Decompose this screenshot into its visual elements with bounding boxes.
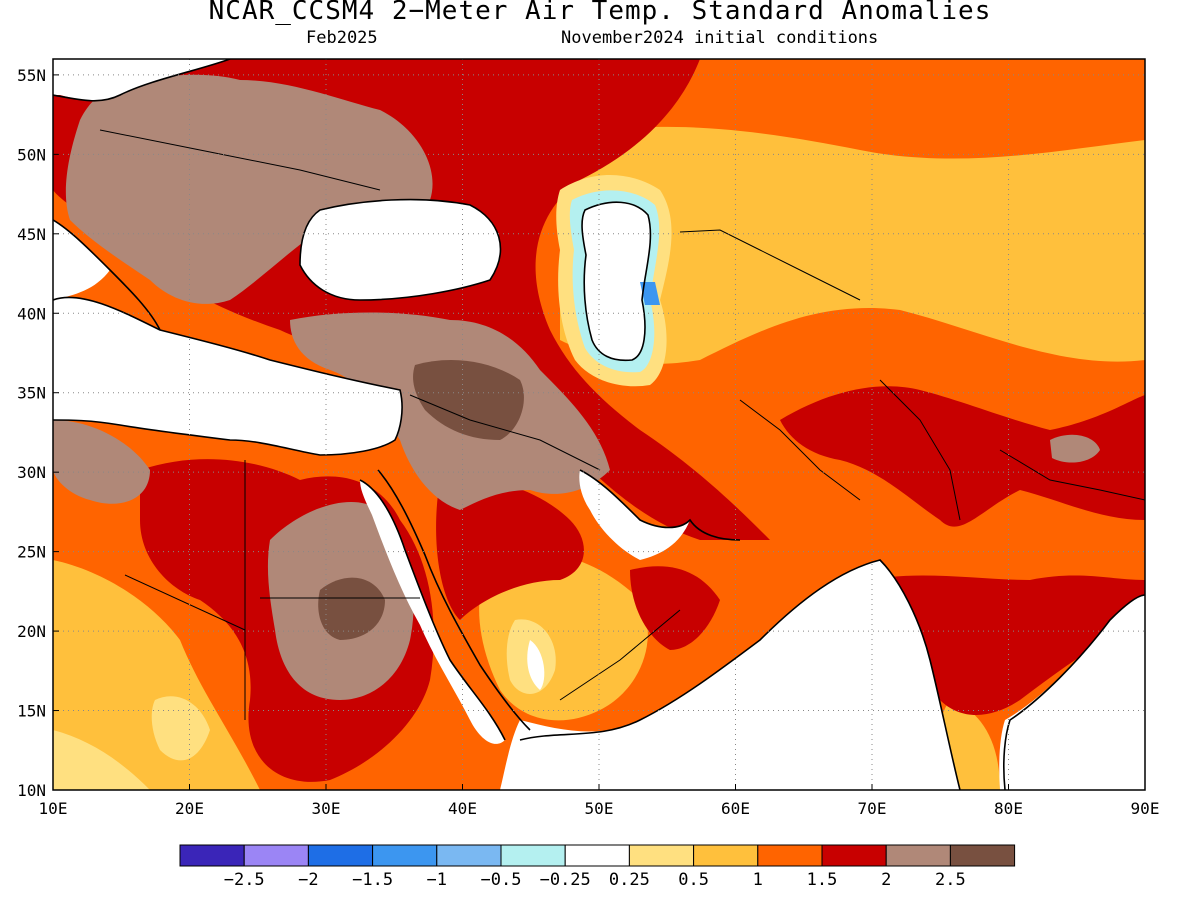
mask-black-sea-region xyxy=(300,199,501,300)
valid-month-label: Feb2025 xyxy=(306,28,378,48)
colorbar-label: 1.5 xyxy=(807,870,838,890)
border-himalaya xyxy=(999,449,1145,501)
coast-adriatic xyxy=(53,219,161,331)
lat-tick-label: 50N xyxy=(17,145,46,164)
anomaly-india-region xyxy=(870,575,1145,715)
coast-mediterranean xyxy=(53,296,403,456)
lat-tick-label: 40N xyxy=(17,304,46,323)
border-europe xyxy=(99,129,381,191)
coast-baltic xyxy=(53,59,231,102)
colorbar-label: −2 xyxy=(298,870,318,890)
initial-conditions-label: November2024 initial conditions xyxy=(561,28,879,48)
lat-axis: 10N 15N 20N 25N 30N 35N 40N 45N 50N 55N xyxy=(17,66,59,800)
lon-tick-label: 90E xyxy=(1131,799,1160,818)
country-borders xyxy=(99,129,1145,720)
coastlines xyxy=(53,59,1145,790)
colorbar-swatch xyxy=(628,844,695,867)
anomaly-libya-region xyxy=(53,420,150,504)
mask-red-sea-region xyxy=(360,480,505,744)
lat-tick-label: 30N xyxy=(17,463,46,482)
mask-arabian-sea-region xyxy=(500,560,960,790)
lat-tick-label: 20N xyxy=(17,622,46,641)
lat-tick-label: 45N xyxy=(17,225,46,244)
map-title: NCAR_CCSM4 2−Meter Air Temp. Standard An… xyxy=(208,0,992,26)
lon-tick-label: 40E xyxy=(448,799,477,818)
anomaly-caspian-cold-region xyxy=(640,282,660,305)
grid-lines xyxy=(53,59,1145,790)
coast-red-sea-west xyxy=(359,479,506,741)
coast-persian-gulf xyxy=(579,469,741,541)
coast-red-sea-east xyxy=(377,469,531,731)
coast-arabian-sea xyxy=(519,559,961,790)
colorbar-swatch xyxy=(307,844,374,867)
colorbar-swatch xyxy=(885,844,951,867)
border-yemen-oman xyxy=(559,609,681,701)
lon-tick-label: 80E xyxy=(994,799,1023,818)
border-pakistan-india xyxy=(879,379,961,521)
lon-tick-label: 20E xyxy=(175,799,204,818)
anomaly-central-asia-region xyxy=(560,126,1145,364)
border-niger-chad xyxy=(124,574,246,631)
colorbar-swatch xyxy=(821,844,887,867)
lon-tick-label: 60E xyxy=(721,799,750,818)
lat-tick-label: 35N xyxy=(17,384,46,403)
lon-axis: 10E 20E 30E 40E 50E 60E 70E 80E 90E xyxy=(39,784,1160,818)
mask-mediterranean-region xyxy=(53,297,403,455)
border-iraq xyxy=(409,394,601,471)
colorbar-label: −0.25 xyxy=(540,870,591,890)
colorbar-label: 2 xyxy=(881,870,891,890)
anomaly-tibet-region xyxy=(1050,434,1100,463)
border-kazakhstan xyxy=(679,229,861,301)
colorbar-swatch xyxy=(500,844,566,867)
lat-tick-label: 10N xyxy=(17,781,46,800)
colorbar-swatch xyxy=(757,844,823,867)
colorbar-label: 2.5 xyxy=(935,870,966,890)
colorbar-swatch xyxy=(436,844,502,867)
anomaly-iraq-core-region xyxy=(413,360,524,440)
colorbar-label: −1.5 xyxy=(352,870,393,890)
colorbar-swatch xyxy=(372,844,438,867)
anomaly-balkans-region xyxy=(65,74,433,304)
anomaly-field xyxy=(53,59,1145,790)
lat-tick-label: 55N xyxy=(17,66,46,85)
anomaly-south-asia-region xyxy=(780,386,1145,527)
anomaly-caspian-inner-region xyxy=(582,202,651,361)
coast-black-sea xyxy=(299,198,502,301)
anomaly-chad-region xyxy=(151,696,210,761)
colorbar-label: −1 xyxy=(427,870,447,890)
mask-baltic-region xyxy=(53,59,230,101)
anomaly-sahel-core-region xyxy=(53,730,150,790)
mask-adriatic-region xyxy=(53,220,110,300)
colorbar-label: −0.5 xyxy=(481,870,522,890)
mask-bay-of-bengal-region xyxy=(999,595,1145,790)
colorbar-label: 0.25 xyxy=(609,870,650,890)
colorbar-swatch xyxy=(564,844,630,867)
lat-tick-label: 15N xyxy=(17,702,46,721)
colorbar-swatch xyxy=(693,844,759,867)
lon-tick-label: 10E xyxy=(39,799,68,818)
colorbar: −2.5 −2 −1.5 −1 −0.5 −0.25 0.25 0.5 1 1.5 2 2.5 xyxy=(179,844,1016,890)
anomaly-arabia-neutral-region xyxy=(527,640,545,690)
lon-tick-label: 30E xyxy=(312,799,341,818)
lon-tick-label: 50E xyxy=(585,799,614,818)
lat-tick-label: 25N xyxy=(17,543,46,562)
border-iran-afghan xyxy=(739,399,861,501)
coast-bay-of-bengal xyxy=(1003,594,1145,790)
colorbar-label: −2.5 xyxy=(224,870,265,890)
colorbar-swatch xyxy=(179,844,245,867)
colorbar-swatch xyxy=(949,844,1016,867)
lon-tick-label: 70E xyxy=(858,799,887,818)
anomaly-oman-region xyxy=(630,566,720,650)
anomaly-sudan-core-region xyxy=(318,577,385,640)
colorbar-label: 1 xyxy=(753,870,763,890)
colorbar-label: 0.5 xyxy=(678,870,709,890)
anomaly-northern-arabia-region xyxy=(436,477,584,620)
coast-caspian xyxy=(581,201,652,362)
colorbar-swatch xyxy=(243,844,309,867)
